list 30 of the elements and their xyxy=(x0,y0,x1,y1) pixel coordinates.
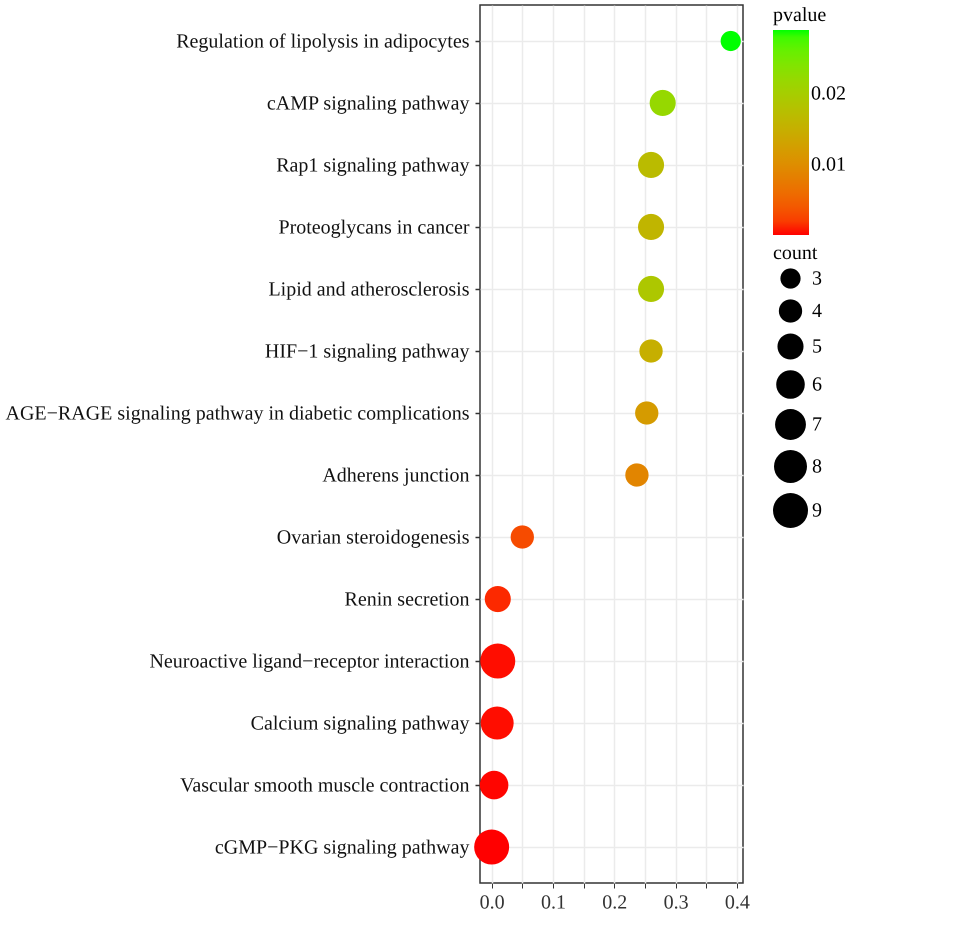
x-tick-label: 0.3 xyxy=(664,892,689,914)
y-tick-label: AGE−RAGE signaling pathway in diabetic complications xyxy=(6,402,470,424)
y-tick-label: Proteoglycans in cancer xyxy=(278,216,470,238)
legend-label: 6 xyxy=(812,374,822,396)
legend-title: count xyxy=(773,242,818,264)
legend-label: 4 xyxy=(812,300,822,322)
legend-label: 3 xyxy=(812,268,822,290)
y-tick-label: cGMP−PKG signaling pathway xyxy=(214,836,470,859)
y-tick-label: Calcium signaling pathway xyxy=(250,712,470,735)
y-tick-label: Regulation of lipolysis in adipocytes xyxy=(176,30,470,52)
x-tick-label: 0.2 xyxy=(602,892,628,914)
x-tick-label: 0.0 xyxy=(480,892,505,914)
color-bar-label: 0.02 xyxy=(811,82,846,105)
y-tick-label: Ovarian steroidogenesis xyxy=(276,526,470,549)
legend-label: 8 xyxy=(812,456,822,478)
y-tick-label: Adherens junction xyxy=(322,464,470,487)
legend-label: 5 xyxy=(812,336,822,358)
y-tick-label: HIF−1 signaling pathway xyxy=(264,340,470,362)
y-tick-label: Lipid and atherosclerosis xyxy=(268,278,470,300)
color-bar-title: pvalue xyxy=(773,4,826,26)
y-tick-label: cAMP signaling pathway xyxy=(266,92,470,114)
y-tick-label: Renin secretion xyxy=(344,588,470,611)
color-bar-label: 0.01 xyxy=(811,153,846,176)
x-tick-label: 0.1 xyxy=(540,892,566,914)
y-tick-label: Neuroactive ligand−receptor interaction xyxy=(149,650,470,673)
y-tick-label: Rap1 signaling pathway xyxy=(276,154,470,176)
legend-label: 9 xyxy=(812,500,822,522)
legend-label: 7 xyxy=(812,414,822,436)
y-tick-label: Vascular smooth muscle contraction xyxy=(180,774,470,797)
x-tick-label: 0.4 xyxy=(724,892,750,914)
